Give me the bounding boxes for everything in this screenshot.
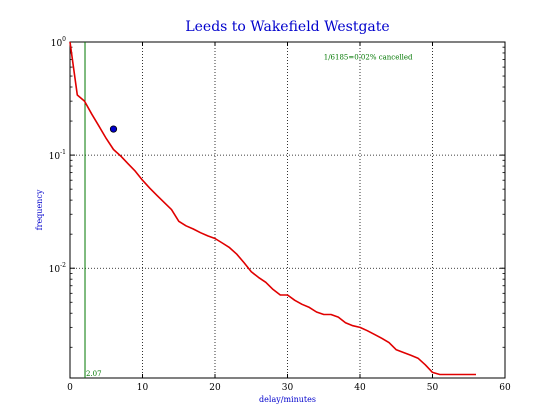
x-tick-label: 0 — [67, 383, 73, 393]
x-tick-label: 30 — [282, 383, 294, 393]
x-tick-label: 10 — [137, 383, 149, 393]
series-group: 2.07 — [69, 41, 476, 378]
chart-title: Leeds to Wakefield Westgate — [185, 19, 389, 35]
ticks: 0 10 20 30 40 50 60 100 10-1 10-2 — [49, 36, 511, 393]
median-vline-label: 2.07 — [86, 370, 102, 378]
y-axis-label: frequency — [35, 189, 44, 230]
y-tick-label: 10-2 — [49, 262, 66, 275]
frequency-line — [69, 41, 476, 376]
y-tick-label: 100 — [51, 36, 66, 49]
x-tick-label: 20 — [209, 383, 221, 393]
x-tick-label: 40 — [354, 383, 366, 393]
x-tick-label: 60 — [499, 383, 511, 393]
cancelled-point — [109, 125, 118, 133]
x-axis-label: delay/minutes — [259, 395, 316, 404]
y-tick-label: 10-1 — [49, 149, 66, 162]
grid — [70, 42, 505, 378]
cancellation-annotation: 1/6185=0.02% cancelled — [324, 54, 413, 62]
x-tick-label: 50 — [427, 383, 439, 393]
